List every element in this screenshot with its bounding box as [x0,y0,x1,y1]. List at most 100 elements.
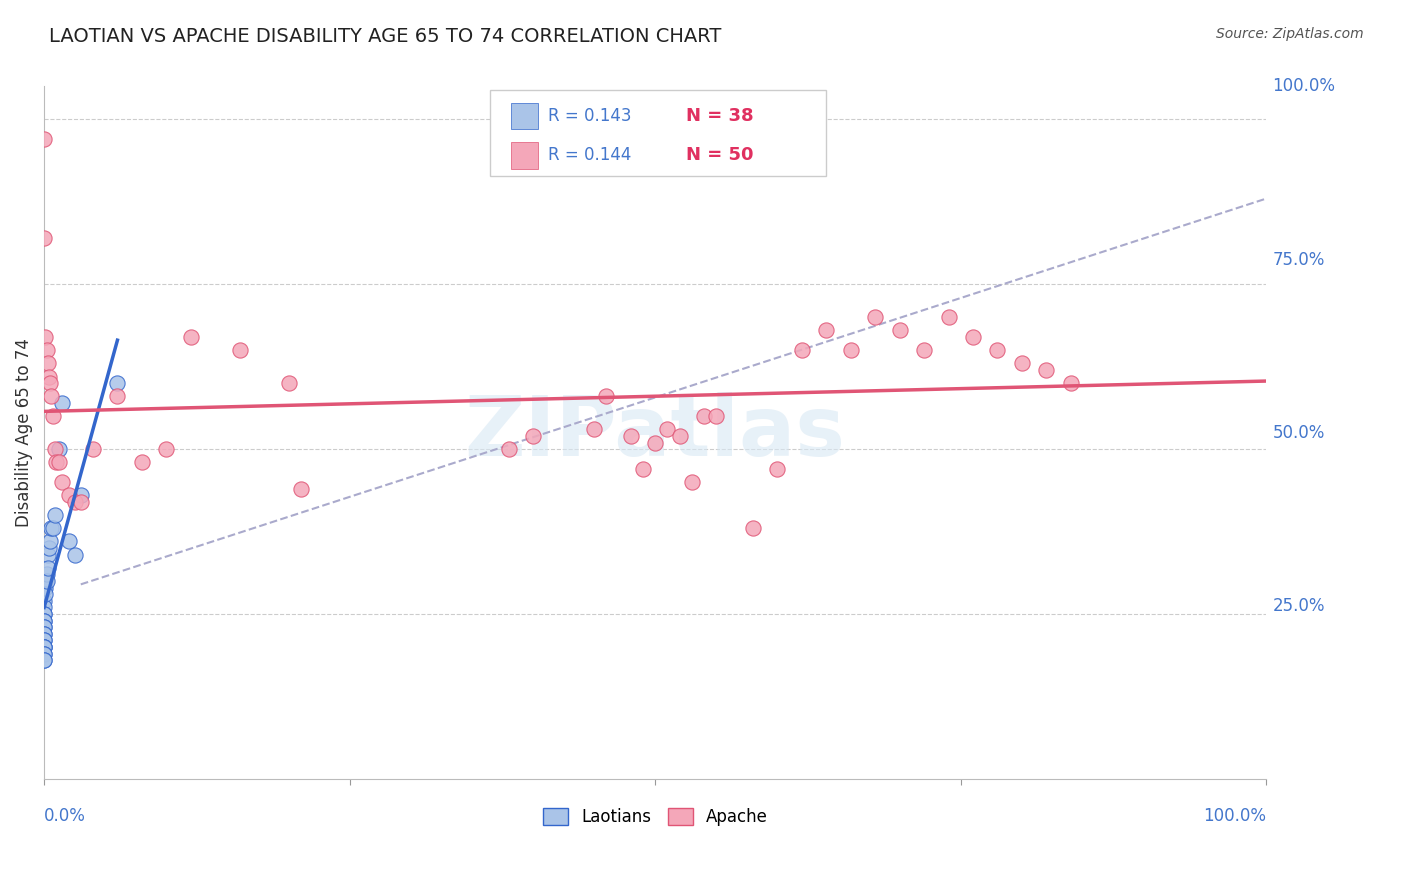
Point [815,323,838,337]
Point [1060,376,1083,391]
Point [631,462,654,476]
Point [35,567,58,582]
Text: 100.0%: 100.0% [1272,78,1336,95]
Point [37,356,59,370]
Point [69,495,91,509]
Point [44,442,66,457]
Point [32,653,55,667]
Y-axis label: Disability Age 65 to 74: Disability Age 65 to 74 [15,338,32,527]
Point [34,330,56,344]
Point [34,581,56,595]
Point [32,581,55,595]
Point [32,627,55,641]
Point [498,442,520,457]
Point [986,343,1008,358]
Point [742,521,765,535]
Point [657,422,679,436]
Point [32,614,55,628]
Point [32,640,55,654]
Text: 0.0%: 0.0% [44,806,86,824]
Text: N = 38: N = 38 [686,107,754,125]
Text: 75.0%: 75.0% [1272,251,1324,268]
FancyBboxPatch shape [491,90,827,177]
Point [51,396,73,410]
Point [32,653,55,667]
Point [32,633,55,648]
Point [620,429,643,443]
Point [863,310,886,325]
Point [32,231,55,245]
Point [131,455,153,469]
Point [32,594,55,608]
Point [32,614,55,628]
Text: 50.0%: 50.0% [1272,424,1324,442]
Point [39,376,62,391]
Point [37,548,59,562]
Point [889,323,911,337]
Text: ZIPatlas: ZIPatlas [465,392,846,473]
Point [32,620,55,634]
Point [693,409,716,424]
Point [107,389,129,403]
Text: 25.0%: 25.0% [1272,597,1324,615]
Point [32,647,55,661]
Point [34,587,56,601]
Point [766,462,789,476]
Text: Source: ZipAtlas.com: Source: ZipAtlas.com [1216,27,1364,41]
Point [34,574,56,588]
Point [41,521,63,535]
FancyBboxPatch shape [510,103,538,128]
Point [39,534,62,549]
Point [839,343,862,358]
Point [668,429,690,443]
Point [37,561,59,575]
Point [58,534,80,549]
Point [277,376,299,391]
Point [595,389,617,403]
Point [82,442,104,457]
Point [155,442,177,457]
Point [32,640,55,654]
Point [1035,363,1057,377]
Text: N = 50: N = 50 [686,146,754,164]
Point [51,475,73,490]
Point [583,422,606,436]
Point [962,330,984,344]
Point [38,541,60,555]
Point [63,495,86,509]
Point [32,600,55,615]
Point [35,343,58,358]
Text: LAOTIAN VS APACHE DISABILITY AGE 65 TO 74 CORRELATION CHART: LAOTIAN VS APACHE DISABILITY AGE 65 TO 7… [49,27,721,45]
Point [180,330,202,344]
Point [32,633,55,648]
Point [69,488,91,502]
Point [938,310,960,325]
Point [58,488,80,502]
Point [48,455,70,469]
Point [522,429,544,443]
Point [790,343,813,358]
Point [44,508,66,522]
Point [32,647,55,661]
Point [38,369,60,384]
Point [32,132,55,146]
Text: 100.0%: 100.0% [1204,806,1267,824]
Point [32,640,55,654]
Legend: Laotians, Apache: Laotians, Apache [536,801,775,833]
Text: R = 0.144: R = 0.144 [548,146,631,164]
Text: R = 0.143: R = 0.143 [548,107,631,125]
Point [681,475,703,490]
Point [32,607,55,621]
Point [35,574,58,588]
Point [48,442,70,457]
Point [1011,356,1033,370]
Point [704,409,727,424]
Point [32,627,55,641]
Point [228,343,250,358]
Point [32,607,55,621]
Point [63,548,86,562]
Point [107,376,129,391]
Point [41,389,63,403]
Point [41,409,63,424]
Point [644,435,666,450]
